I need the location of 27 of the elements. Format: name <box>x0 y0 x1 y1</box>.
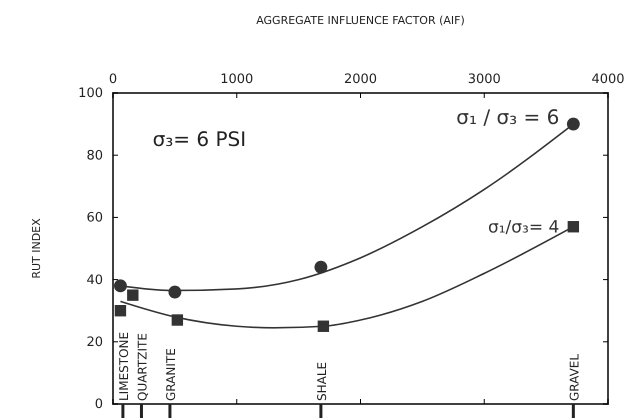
annotation: σ₃= 6 PSI <box>152 126 246 151</box>
y-tick-label: 0 <box>94 397 103 412</box>
point <box>114 279 127 292</box>
x-axis-title: AGGREGATE INFLUENCE FACTOR (AIF) <box>256 14 465 27</box>
x-tick-label: 0 <box>108 72 118 87</box>
ref-line-label: QUARTZITE <box>135 333 150 401</box>
series-label: σ₁ / σ₃ = 6 <box>456 105 560 130</box>
point <box>314 260 328 274</box>
y-axis-title: RUT INDEX <box>30 218 43 279</box>
y-tick-label: 20 <box>86 334 103 350</box>
y-tick-label: 40 <box>86 272 103 288</box>
y-tick-label: 100 <box>78 86 103 102</box>
series-label: σ₁/σ₃= 4 <box>488 218 560 238</box>
point <box>114 305 126 316</box>
ref-line-label: SHALE <box>314 362 329 401</box>
x-tick-label: 3000 <box>468 72 501 87</box>
x-tick-label: 1000 <box>220 72 254 87</box>
point <box>127 289 138 301</box>
ref-line-label: LIMESTONE <box>116 332 131 401</box>
y-tick-label: 60 <box>86 210 103 226</box>
point <box>568 221 580 232</box>
x-tick-label: 4000 <box>591 72 625 87</box>
ref-line-label: GRAVEL <box>567 354 582 401</box>
point <box>566 118 580 131</box>
ref-line-label: GRANITE <box>164 348 178 401</box>
y-tick-label: 80 <box>86 148 103 164</box>
x-tick-label: 2000 <box>344 72 378 87</box>
